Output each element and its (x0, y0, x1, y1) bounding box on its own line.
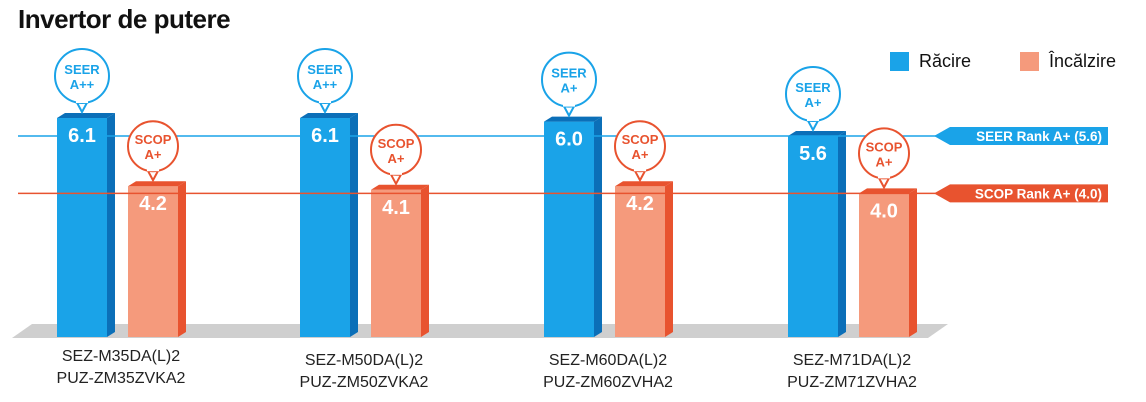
x-tick-label-line1-0: SEZ-M35DA(L)2 (61, 348, 181, 365)
bar-seer-0 (57, 118, 107, 337)
x-tick-label-line1-2: SEZ-M60DA(L)2 (548, 352, 668, 369)
legend-label-heating: Încălzire (1049, 50, 1117, 71)
bar-scop-2 (615, 186, 665, 337)
badge-metric-seer-3: SEER (795, 80, 831, 95)
bar-top-seer-0 (57, 113, 115, 119)
x-tick-label-0: SEZ-M35DA(L)2 PUZ-ZM35ZVKA2 (21, 346, 221, 390)
ref-tag-1 (934, 184, 1108, 203)
bar-top-scop-3 (859, 188, 917, 194)
bar-seer-1 (300, 118, 350, 337)
bar-top-scop-1 (371, 184, 429, 190)
legend-item-heating: Încălzire (1020, 50, 1116, 72)
value-label-seer-2: 6.0 (555, 129, 583, 151)
bar-seer-3 (788, 135, 838, 337)
x-tick-label-2: SEZ-M60DA(L)2 PUZ-ZM60ZVHA2 (508, 350, 708, 394)
bar-side-seer-1 (350, 113, 358, 337)
badge-metric-scop-3: SCOP (866, 139, 903, 154)
chart-title: Invertor de putere (18, 4, 231, 34)
badge-metric-seer-2: SEER (551, 66, 587, 81)
badge-gap-0-3 (807, 116, 819, 121)
x-tick-label-1: SEZ-M50DA(L)2 PUZ-ZM50ZVKA2 (264, 350, 464, 394)
badge-class-scop-0: A+ (145, 147, 162, 162)
badge-class-seer-2: A+ (561, 81, 578, 96)
bar-side-scop-0 (178, 181, 186, 337)
value-label-scop-2: 4.2 (626, 193, 654, 215)
x-tick-label-3: SEZ-M71DA(L)2 PUZ-ZM71ZVHA2 (752, 350, 952, 394)
x-tick-label-line2-0: PUZ-ZM35ZVKA2 (56, 370, 186, 387)
x-tick-label-line1-1: SEZ-M50DA(L)2 (304, 352, 424, 369)
badge-gap-1-3 (878, 174, 890, 179)
bar-top-seer-3 (788, 130, 846, 136)
x-tick-label-line2-3: PUZ-ZM71ZVHA2 (787, 374, 917, 391)
bar-side-seer-3 (838, 130, 846, 337)
badge-metric-seer-0: SEER (64, 62, 100, 77)
badge-gap-1-0 (147, 167, 159, 172)
badge-class-seer-1: A++ (313, 77, 338, 92)
badge-class-seer-0: A++ (70, 77, 95, 92)
bar-scop-1 (371, 189, 421, 337)
badge-class-scop-2: A+ (632, 147, 649, 162)
badge-metric-seer-1: SEER (307, 62, 343, 77)
value-label-scop-3: 4.0 (870, 200, 898, 222)
badge-class-scop-1: A+ (388, 151, 405, 166)
badge-class-seer-3: A+ (805, 95, 822, 110)
bar-top-seer-1 (300, 113, 358, 119)
floor-shadow (12, 324, 948, 338)
badge-metric-scop-0: SCOP (135, 132, 172, 147)
value-label-seer-0: 6.1 (68, 125, 96, 147)
ref-label-0: SEER Rank A+ (5.6) (976, 129, 1102, 144)
badge-gap-0-1 (319, 99, 331, 104)
bar-side-seer-0 (107, 113, 115, 337)
legend-label-cooling: Răcire (919, 50, 972, 71)
bar-top-scop-2 (615, 181, 673, 187)
badge-metric-scop-2: SCOP (622, 132, 659, 147)
value-label-scop-1: 4.1 (382, 197, 410, 219)
ref-label-1: SCOP Rank A+ (4.0) (975, 186, 1102, 201)
badge-gap-0-2 (563, 102, 575, 107)
ref-tag-0 (934, 126, 1108, 145)
badge-gap-0-0 (76, 99, 88, 104)
bar-side-scop-1 (421, 184, 429, 337)
badge-gap-1-2 (634, 167, 646, 172)
value-label-seer-3: 5.6 (799, 143, 827, 165)
bar-side-scop-3 (909, 188, 917, 337)
bar-scop-3 (859, 193, 909, 337)
legend-item-cooling: Răcire (890, 50, 971, 72)
badge-gap-1-1 (390, 170, 402, 175)
badge-class-scop-3: A+ (876, 154, 893, 169)
x-tick-label-line2-1: PUZ-ZM50ZVKA2 (299, 374, 429, 391)
legend-swatch-cooling (890, 51, 909, 71)
x-tick-label-line1-3: SEZ-M71DA(L)2 (792, 352, 912, 369)
value-label-seer-1: 6.1 (311, 125, 339, 147)
bar-top-scop-0 (128, 181, 186, 187)
legend-swatch-heating (1020, 51, 1039, 71)
value-label-scop-0: 4.2 (139, 193, 167, 215)
bar-seer-2 (544, 121, 594, 337)
bar-top-seer-2 (544, 116, 602, 122)
bar-side-scop-2 (665, 181, 673, 337)
bar-scop-0 (128, 186, 178, 337)
x-tick-label-line2-2: PUZ-ZM60ZVHA2 (543, 374, 673, 391)
bar-side-seer-2 (594, 116, 602, 337)
badge-metric-scop-1: SCOP (378, 136, 415, 151)
